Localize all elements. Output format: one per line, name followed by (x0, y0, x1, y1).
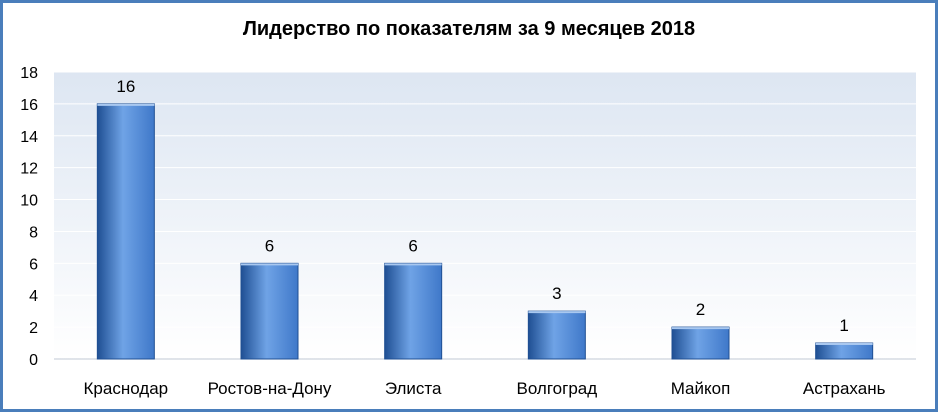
plot-area (54, 72, 916, 359)
data-label: 3 (552, 284, 561, 303)
x-tick-label: Ростов-на-Дону (208, 379, 332, 398)
bar (527, 310, 586, 360)
data-label: 1 (839, 316, 848, 335)
y-tick-label: 0 (29, 352, 38, 369)
bar (384, 262, 443, 360)
data-label: 6 (265, 236, 274, 255)
bar (815, 342, 874, 360)
x-axis: Краснодар Ростов-на-Дону Элиста Волгоград Ма… (84, 379, 886, 398)
y-tick-label: 8 (29, 224, 38, 241)
y-tick-label: 16 (20, 97, 38, 114)
data-label: 6 (408, 236, 417, 255)
y-tick-label: 4 (29, 288, 38, 305)
bars: 16 6 6 3 2 1 (96, 77, 874, 360)
bar (240, 262, 299, 360)
y-tick-label: 12 (20, 161, 38, 178)
data-label: 2 (696, 300, 705, 319)
x-tick-label: Астрахань (803, 379, 886, 398)
chart-title: Лидерство по показателям за 9 месяцев 20… (242, 18, 696, 40)
x-tick-label: Волгоград (517, 379, 598, 398)
y-tick-label: 6 (29, 256, 38, 273)
data-label: 16 (116, 77, 135, 96)
y-tick-label: 2 (29, 320, 38, 337)
bar (671, 326, 730, 360)
y-tick-label: 10 (20, 193, 38, 210)
x-tick-label: Майкоп (671, 379, 731, 398)
x-tick-label: Краснодар (84, 379, 169, 398)
gridlines (54, 71, 916, 360)
y-tick-label: 14 (20, 129, 38, 146)
y-tick-label: 18 (20, 65, 38, 82)
y-axis: 0 2 4 6 8 10 12 14 16 18 (20, 65, 38, 369)
x-tick-label: Элиста (385, 379, 442, 398)
bar (96, 103, 155, 360)
